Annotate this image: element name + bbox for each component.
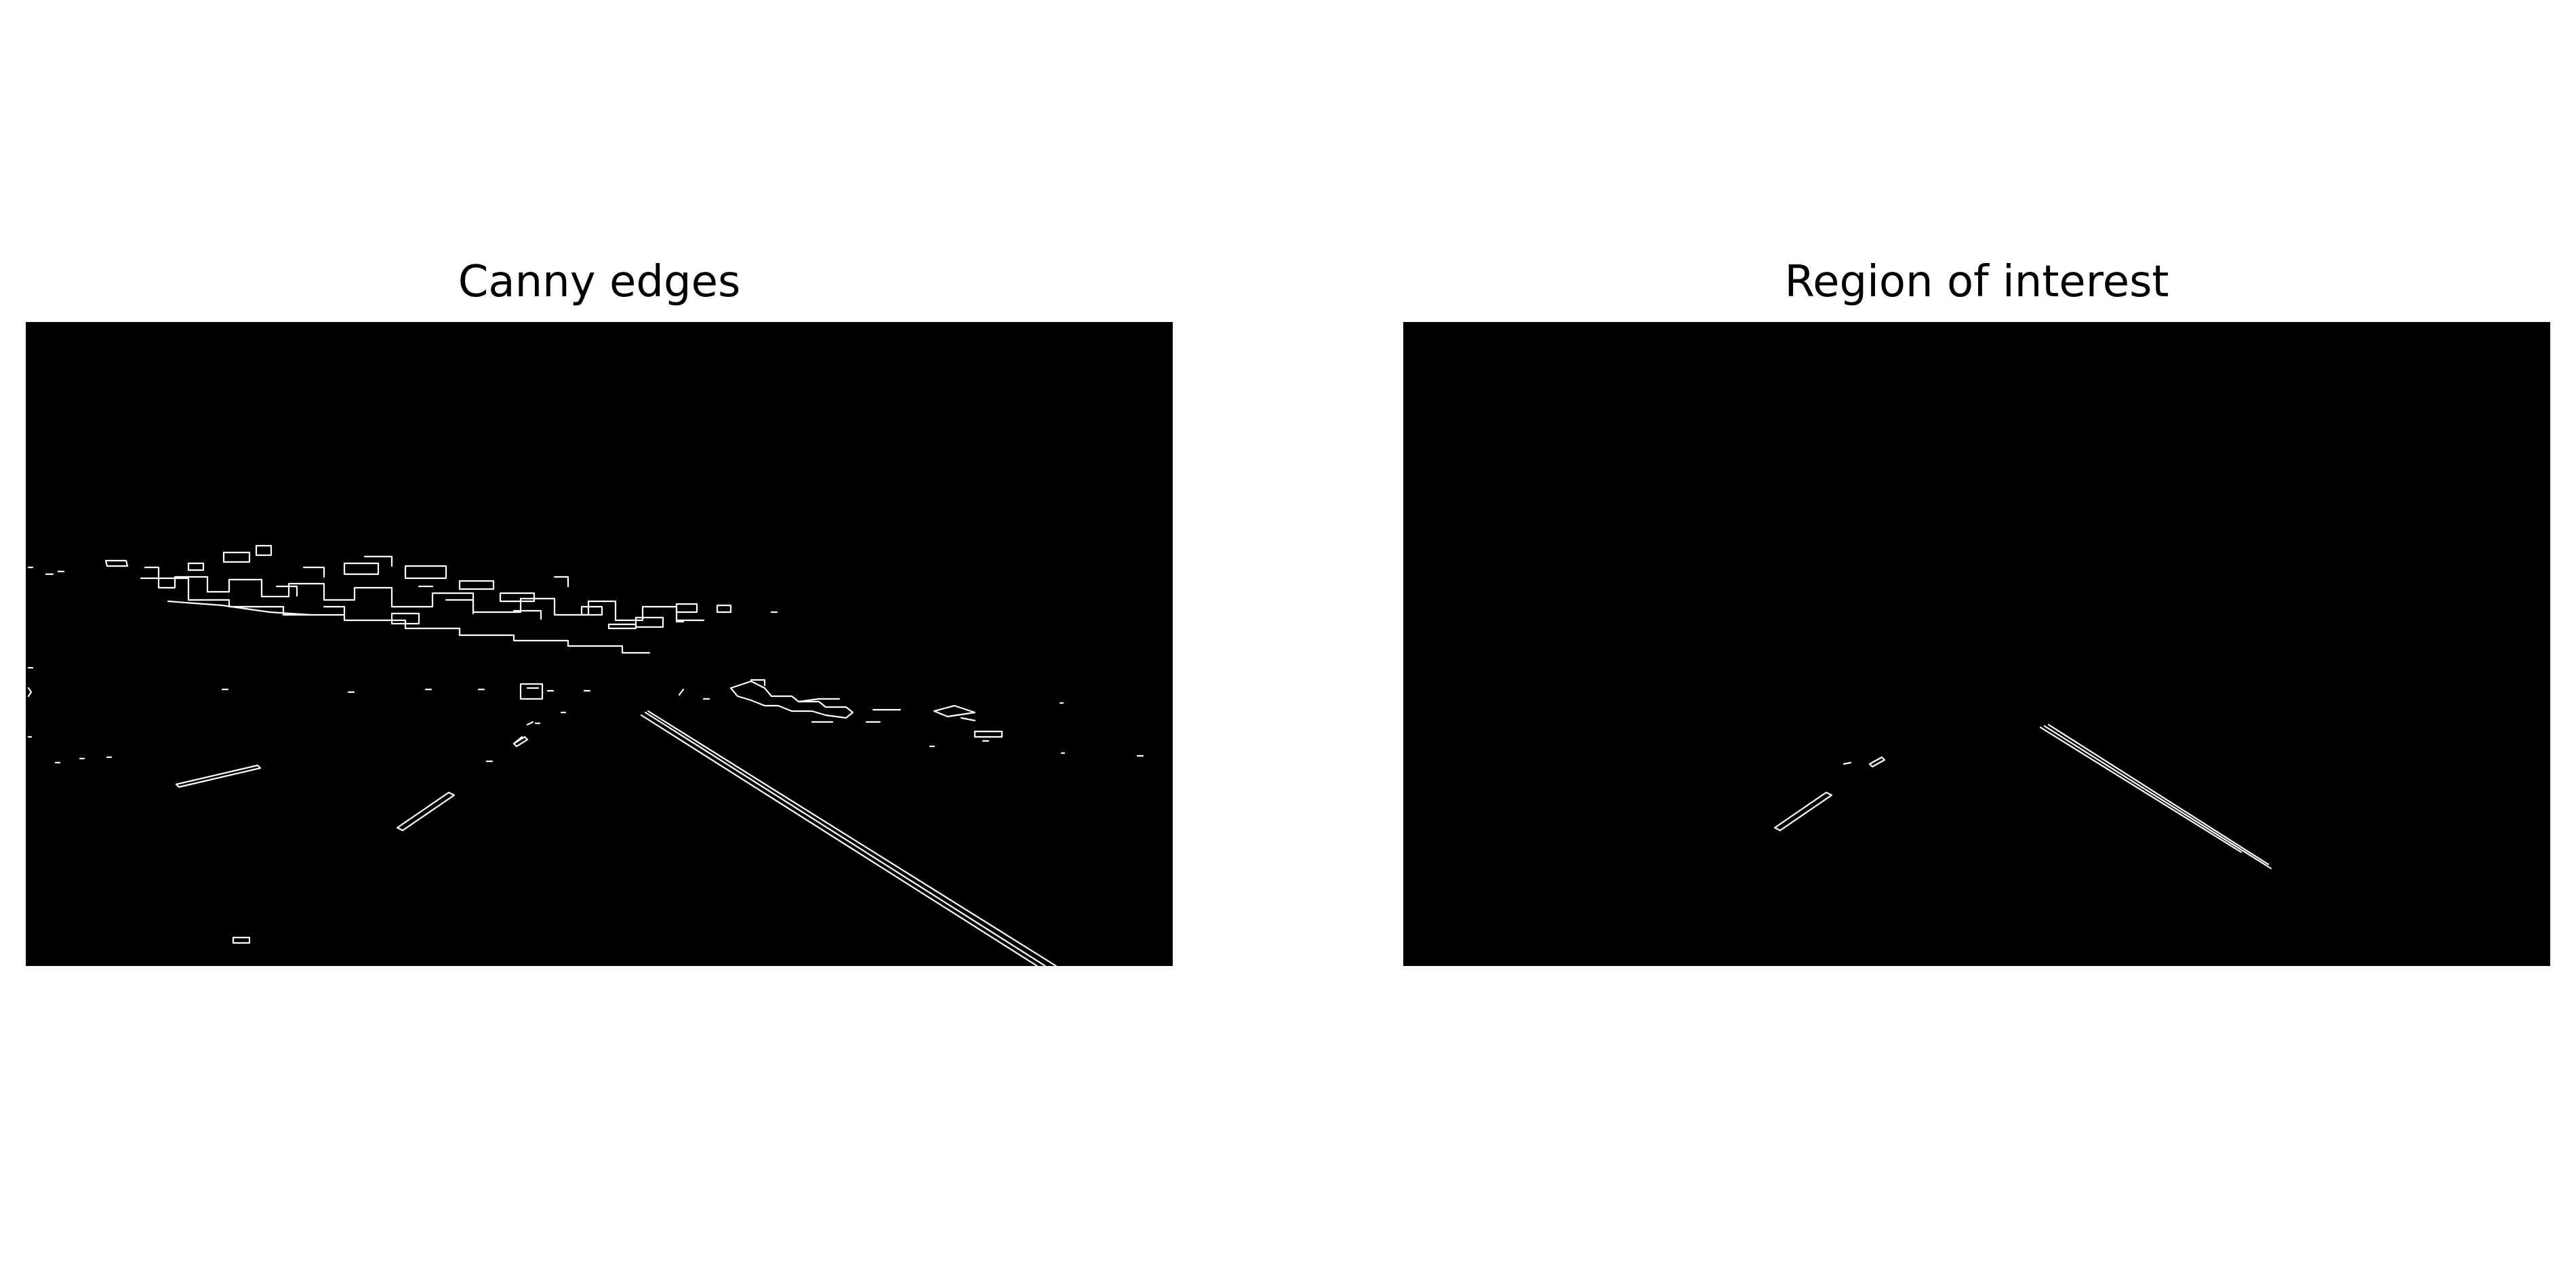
horizon-vegetation-edges	[104, 544, 732, 654]
region-of-interest-title: Region of interest	[1784, 257, 2169, 307]
right-vegetation-edges	[729, 679, 1003, 738]
canny-edges-title: Canny edges	[458, 257, 741, 307]
canny-edges-image	[26, 322, 1173, 966]
lane-line-edges	[175, 710, 1058, 966]
region-of-interest-image	[1403, 322, 2550, 966]
masked-lane-edges	[1773, 723, 2272, 870]
scattered-edge-fragments	[27, 566, 1144, 764]
